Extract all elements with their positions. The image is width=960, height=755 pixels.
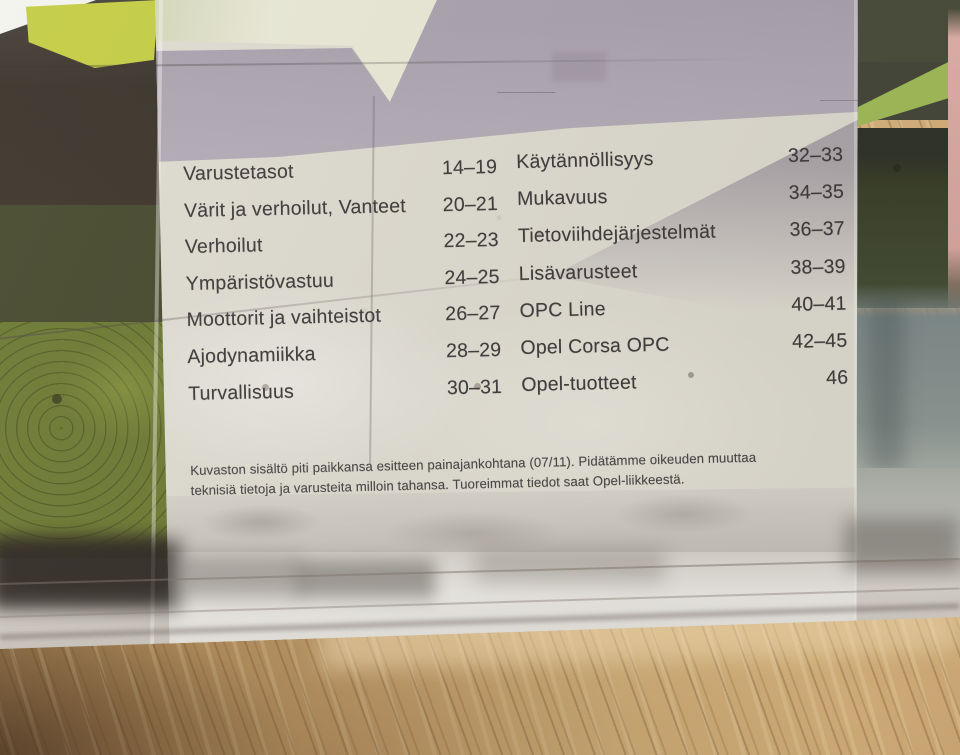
- toc-row: Turvallisuus 30–31: [188, 375, 503, 419]
- toc-entry-label: Värit ja verhoilut, Vanteet: [183, 194, 407, 222]
- toc-entry-label: Moottorit ja vaihteistot: [186, 304, 382, 332]
- speckle-dot: [52, 394, 62, 404]
- dark-smudge: [475, 548, 665, 582]
- toc-right-column: Käytännöllisyys 32–33 Mukavuus 34–35 Tie…: [516, 144, 849, 412]
- toc-entry-pages: 22–23: [443, 229, 500, 253]
- faint-smudge: [552, 52, 606, 82]
- toc-row: Opel-tuotteet 46: [521, 367, 849, 412]
- toc-entry-pages: 38–39: [790, 255, 846, 279]
- toc-entry-pages: 14–19: [441, 155, 498, 180]
- toc-entry-label: Varustetasot: [183, 160, 294, 185]
- toc-entry-pages: 42–45: [791, 329, 848, 353]
- faint-mark: [820, 100, 872, 101]
- toc-entry-label: Ympäristövastuu: [185, 269, 335, 295]
- speckle-dot: [262, 384, 269, 391]
- toc-entry-pages: 46: [825, 366, 849, 390]
- toc-entry-label: Tietoviihdejärjestelmät: [517, 220, 717, 248]
- toc-entry-pages: 24–25: [444, 265, 500, 289]
- toc-entry-pages: 28–29: [445, 338, 502, 363]
- toc-entry-label: Ajodynamiikka: [187, 343, 316, 368]
- speckle-dot: [474, 383, 481, 390]
- faint-mark: [497, 92, 555, 93]
- speckle-dot: [893, 164, 901, 172]
- toc-entry-pages: 30–31: [446, 375, 503, 399]
- toc-entry-pages: 36–37: [789, 217, 846, 242]
- speckle-dot: [688, 372, 694, 378]
- toc-page-overlay: [155, 0, 858, 649]
- cover-shape-dark-olive-band: [0, 205, 175, 330]
- toc-left-column: Varustetasot 14–19 Värit ja verhoilut, V…: [183, 156, 503, 419]
- toc-entry-label: Opel-tuotteet: [521, 371, 637, 397]
- speckle-dot: [536, 230, 542, 236]
- toc-entry-pages: 34–35: [788, 180, 845, 205]
- pink-object-right-edge: [948, 8, 960, 313]
- toc-entry-pages: 32–33: [787, 143, 844, 167]
- toc-entry-label: Verhoilut: [184, 234, 263, 259]
- toc-entry-label: Mukavuus: [516, 186, 608, 211]
- toc-entry-label: Lisävarusteet: [518, 259, 638, 285]
- cover-shadow-streak-right: [868, 300, 904, 470]
- toc-entry-pages: 20–21: [442, 192, 499, 216]
- brochure-catalog: Varustetasot 14–19 Värit ja verhoilut, V…: [0, 0, 960, 649]
- toc-entry-pages: 40–41: [791, 292, 847, 316]
- toc-entry-pages: 26–27: [445, 302, 501, 326]
- toc-entry-label: Turvallisuus: [187, 380, 295, 405]
- paper-right-edge-highlight: [854, 0, 857, 649]
- toc-entry-label: Käytännöllisyys: [516, 147, 654, 173]
- cover-shape-moss-green: [0, 322, 175, 558]
- dark-smudge: [0, 540, 180, 610]
- toc-entry-label: OPC Line: [519, 297, 607, 322]
- dark-smudge: [295, 560, 435, 598]
- toc-entry-label: Opel Corsa OPC: [520, 333, 670, 359]
